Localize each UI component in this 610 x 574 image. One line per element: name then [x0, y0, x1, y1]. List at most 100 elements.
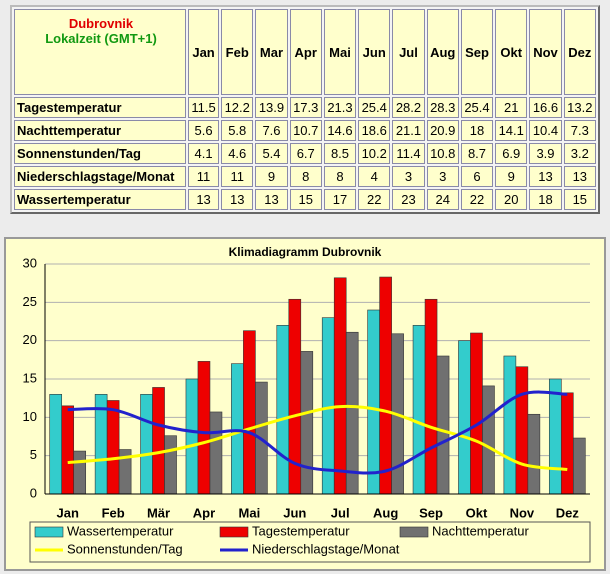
cell: 13.2: [563, 97, 596, 118]
month-header: Jun: [358, 9, 391, 95]
table-subtitle: Lokalzeit (GMT+1): [45, 31, 157, 46]
cell: 22: [358, 189, 391, 210]
cell: 3: [392, 166, 425, 187]
x-tick-label: Apr: [193, 505, 215, 520]
cell: 21: [495, 97, 528, 118]
month-header: Feb: [221, 9, 254, 95]
legend: [29, 521, 591, 563]
cell: 17: [323, 189, 357, 210]
cell: 7.3: [563, 120, 596, 141]
y-tick-label: 5: [30, 447, 37, 462]
cell: 28.3: [426, 97, 459, 118]
bar: [61, 405, 75, 495]
bar: [73, 450, 87, 495]
cell: 9: [495, 166, 528, 187]
cell: 20: [495, 189, 528, 210]
y-tick-label: 25: [23, 294, 37, 309]
bar: [572, 437, 586, 495]
cell: 4.1: [188, 143, 220, 164]
legend-label: Niederschlagstage/Monat: [252, 541, 400, 556]
x-tick-label: Nov: [510, 505, 535, 520]
bar: [276, 325, 290, 495]
cell: 18.6: [358, 120, 391, 141]
x-tick-label: Mai: [239, 505, 261, 520]
cell: 5.4: [255, 143, 288, 164]
bar: [106, 400, 120, 495]
table-title: Dubrovnik: [68, 16, 134, 31]
x-tick-label: Aug: [373, 505, 398, 520]
cell: 21.3: [323, 97, 357, 118]
bar: [367, 309, 380, 495]
bar: [209, 411, 223, 495]
cell: 5.6: [188, 120, 220, 141]
cell: 13: [188, 189, 220, 210]
legend-label: Wassertemperatur: [67, 523, 174, 538]
bar: [243, 330, 256, 495]
cell: 4.6: [221, 143, 254, 164]
bar: [321, 317, 335, 495]
y-tick-label: 15: [23, 370, 37, 385]
cell: 13: [221, 189, 254, 210]
y-tick-label: 10: [23, 409, 37, 424]
cell: 17.3: [289, 97, 322, 118]
line: [67, 404, 568, 471]
cell: 25.4: [358, 97, 391, 118]
climate-table: Dubrovnik Lokalzeit (GMT+1) Jan Feb Mar Apr…: [10, 5, 600, 214]
x-tick-label: Dez: [556, 505, 580, 520]
bar: [300, 351, 314, 495]
y-tick-label: 30: [23, 255, 37, 270]
cell: 15: [563, 189, 596, 210]
bar: [379, 276, 392, 495]
month-header: Mai: [323, 9, 357, 95]
table-row: Niederschlagstage/Monat 11 11 9 8 8 4 3 3 6 9 13 13: [14, 166, 596, 187]
row-label: Sonnenstunden/Tag: [14, 143, 186, 164]
cell: 18: [529, 189, 562, 210]
cell: 23: [392, 189, 425, 210]
table-row: Tagestemperatur 11.5 12.2 13.9 17.3 21.3 25.4 2…: [14, 97, 596, 118]
cell: 6.9: [495, 143, 528, 164]
bar: [333, 277, 347, 495]
month-header: Mar: [255, 9, 288, 95]
cell: 11: [221, 166, 254, 187]
row-label: Wassertemperatur: [14, 189, 186, 210]
bar: [345, 331, 359, 495]
bar: [560, 392, 574, 495]
legend-label: Tagestemperatur: [252, 523, 350, 538]
cell: 12.2: [221, 97, 254, 118]
cell: 20.9: [426, 120, 459, 141]
cell: 11.5: [188, 97, 220, 118]
legend-label: Sonnenstunden/Tag: [67, 541, 183, 556]
cell: 3.2: [563, 143, 596, 164]
legend-swatch: [219, 526, 249, 538]
bar: [458, 340, 471, 495]
cell: 3.9: [529, 143, 562, 164]
cell: 10.7: [289, 120, 322, 141]
month-header: Nov: [529, 9, 562, 95]
cell: 14.1: [495, 120, 528, 141]
cell: 7.6: [255, 120, 288, 141]
cell: 13: [255, 189, 288, 210]
cell: 6: [460, 166, 494, 187]
bar: [197, 361, 211, 495]
table-row: Wassertemperatur 13 13 13 15 17 22 23 24 22 20 18 15: [14, 189, 596, 210]
cell: 8: [289, 166, 322, 187]
table-row: Nachttemperatur 5.6 5.8 7.6 10.7 14.6 18.6 21.1…: [14, 120, 596, 141]
cell: 5.8: [221, 120, 254, 141]
bar: [424, 298, 438, 495]
month-header: Aug: [426, 9, 459, 95]
cell: 24: [426, 189, 459, 210]
row-label: Tagestemperatur: [14, 97, 186, 118]
cell: 15: [289, 189, 322, 210]
y-tick-label: 0: [30, 485, 37, 500]
bar: [185, 378, 199, 495]
x-tick-label: Jun: [283, 505, 306, 520]
x-tick-label: Okt: [466, 505, 488, 520]
cell: 18: [460, 120, 494, 141]
cell: 14.6: [323, 120, 357, 141]
bar: [470, 332, 483, 495]
cell: 6.7: [289, 143, 322, 164]
cell: 13.9: [255, 97, 288, 118]
month-header: Apr: [289, 9, 322, 95]
header-cell: Dubrovnik Lokalzeit (GMT+1): [14, 9, 186, 95]
